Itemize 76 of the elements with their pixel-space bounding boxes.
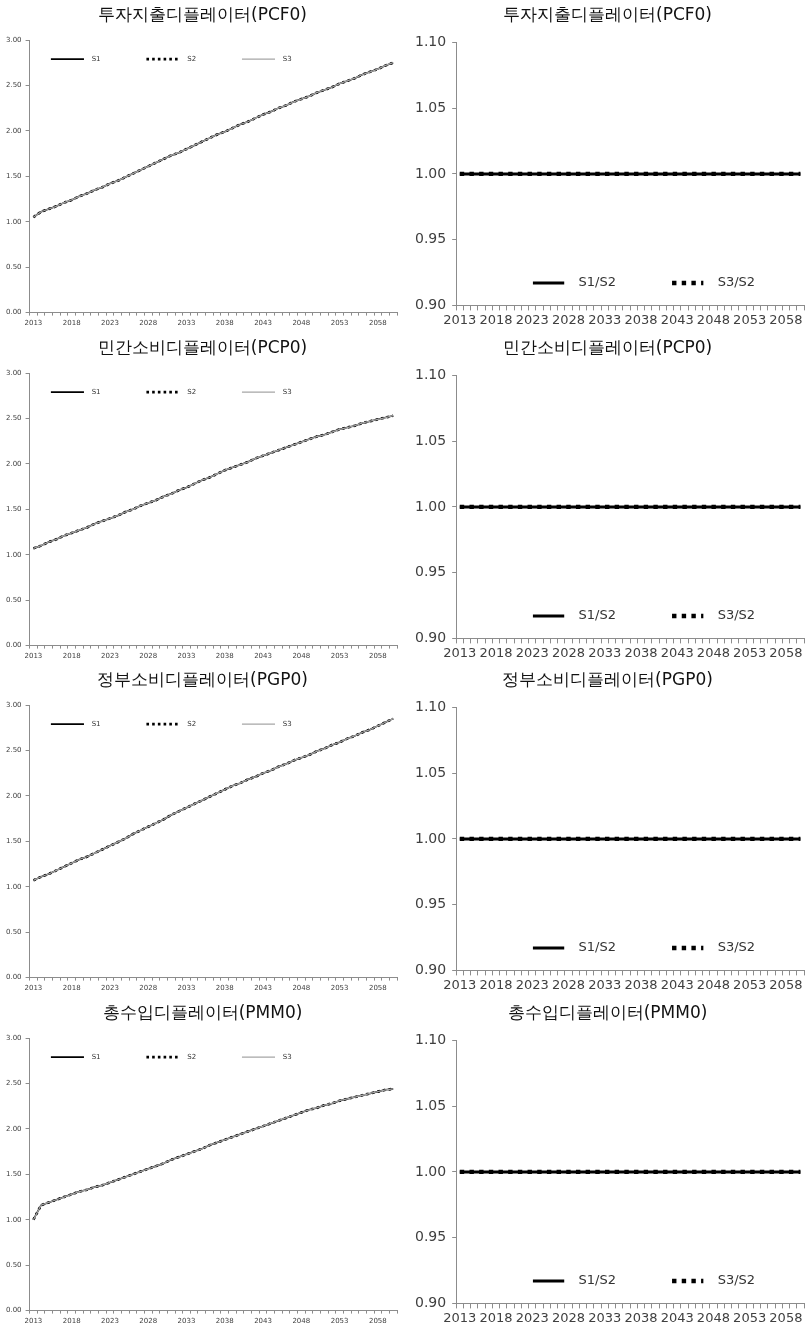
- y-tick-label: 0.90: [415, 961, 447, 978]
- y-tick-label: 1.10: [415, 1031, 447, 1048]
- y-tick-label: 1.00: [415, 1162, 447, 1179]
- y-tick-label: 1.05: [415, 763, 447, 780]
- y-tick-label: 1.10: [415, 698, 447, 715]
- x-tick-label: 2053: [733, 644, 767, 660]
- x-tick-label: 2038: [624, 311, 658, 327]
- y-tick-label: 1.00: [415, 164, 447, 181]
- y-tick-label: 1.00: [415, 829, 447, 846]
- x-tick-label: 2043: [660, 976, 694, 992]
- x-tick-label: 2023: [515, 1309, 549, 1325]
- x-tick-label: 2033: [588, 1309, 622, 1325]
- x-tick-label: 2023: [515, 976, 549, 992]
- x-tick-label: 2053: [733, 311, 767, 327]
- y-tick-label: 0.95: [415, 1228, 447, 1245]
- x-tick-label: 2048: [696, 644, 730, 660]
- y-tick-label: 1.10: [415, 33, 447, 50]
- x-tick-label: 2013: [443, 976, 477, 992]
- legend-label: S3/S2: [717, 607, 756, 623]
- chart-title: 민간소비디플레이터(PCP0): [96, 336, 309, 359]
- x-tick-label: 2058: [769, 1309, 803, 1325]
- x-tick-label: 2053: [733, 976, 767, 992]
- x-tick-label: 2048: [696, 976, 730, 992]
- x-tick-label: 2038: [624, 644, 658, 660]
- legend-label: S3/S2: [717, 1272, 756, 1288]
- chart-title: 총수입디플레이터(PMM0): [506, 1001, 709, 1024]
- y-tick-label: 0.90: [415, 296, 447, 313]
- y-tick-label: 1.05: [415, 98, 447, 115]
- x-tick-label: 2053: [733, 1309, 767, 1325]
- legend-label: S1/S2: [578, 1272, 616, 1288]
- y-tick-label: 0.90: [415, 629, 447, 646]
- x-tick-label: 2038: [624, 976, 658, 992]
- x-tick-label: 2013: [443, 1309, 477, 1325]
- x-tick-label: 2013: [443, 311, 477, 327]
- x-tick-label: 2018: [479, 976, 513, 992]
- x-tick-label: 2043: [660, 644, 694, 660]
- x-tick-label: 2018: [479, 1309, 513, 1325]
- y-tick-label: 0.95: [415, 563, 447, 580]
- y-tick-label: 1.00: [415, 497, 447, 514]
- legend-label: S3/S2: [717, 939, 756, 955]
- y-tick-label: 0.95: [415, 895, 447, 912]
- x-tick-label: 2023: [515, 644, 549, 660]
- chart-title: 총수입디플레이터(PMM0): [101, 1001, 304, 1024]
- chart-title: 정부소비디플레이터(PGP0): [96, 668, 309, 691]
- y-tick-label: 1.10: [415, 366, 447, 383]
- x-tick-label: 2038: [624, 1309, 658, 1325]
- x-tick-label: 2058: [769, 311, 803, 327]
- x-tick-label: 2013: [443, 644, 477, 660]
- x-tick-label: 2048: [696, 311, 730, 327]
- x-tick-label: 2018: [479, 311, 513, 327]
- x-tick-label: 2043: [660, 311, 694, 327]
- x-tick-label: 2033: [588, 976, 622, 992]
- chart-title: 투자지출디플레이터(PCF0): [502, 3, 713, 26]
- legend-label: S3/S2: [717, 274, 756, 290]
- chart-title: 투자지출디플레이터(PCF0): [97, 3, 308, 26]
- legend-label: S1/S2: [578, 274, 616, 290]
- x-tick-label: 2058: [769, 644, 803, 660]
- legend-label: S1/S2: [578, 939, 616, 955]
- x-tick-label: 2028: [551, 644, 586, 660]
- x-tick-label: 2018: [479, 644, 513, 660]
- x-tick-label: 2028: [551, 311, 586, 327]
- y-tick-label: 1.05: [415, 431, 447, 448]
- x-tick-label: 2033: [588, 644, 622, 660]
- x-tick-label: 2043: [660, 1309, 694, 1325]
- x-tick-label: 2048: [696, 1309, 730, 1325]
- y-tick-label: 0.95: [415, 230, 447, 247]
- x-tick-label: 2058: [769, 976, 803, 992]
- x-tick-label: 2028: [551, 976, 586, 992]
- chart-title: 민간소비디플레이터(PCP0): [501, 336, 714, 359]
- legend-label: S1/S2: [578, 607, 616, 623]
- y-tick-label: 0.90: [415, 1294, 447, 1311]
- x-tick-label: 2028: [551, 1309, 586, 1325]
- chart-title: 정부소비디플레이터(PGP0): [501, 668, 714, 691]
- x-tick-label: 2023: [515, 311, 549, 327]
- x-tick-label: 2033: [588, 311, 622, 327]
- y-tick-label: 1.05: [415, 1096, 447, 1113]
